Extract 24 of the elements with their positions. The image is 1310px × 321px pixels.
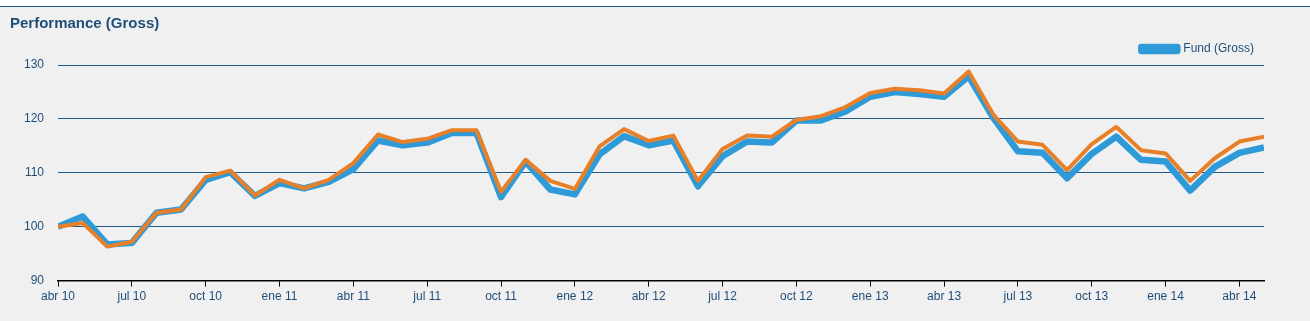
x-tick-label: oct 11 bbox=[485, 289, 518, 304]
y-tick-label: 110 bbox=[24, 165, 45, 180]
y-tick-label: 90 bbox=[30, 272, 45, 287]
x-tick-label: oct 10 bbox=[189, 289, 223, 304]
y-tick-label: 120 bbox=[23, 111, 45, 126]
x-tick-label: abr 14 bbox=[1222, 289, 1257, 304]
x-tick-label: abr 12 bbox=[631, 289, 667, 304]
x-tick-label: ene 14 bbox=[1147, 289, 1185, 304]
x-tick-label: jul 13 bbox=[1002, 289, 1033, 304]
x-tick-label: oct 13 bbox=[1075, 289, 1109, 304]
x-tick-label: abr 10 bbox=[41, 289, 76, 304]
chart-title: Performance (Gross) bbox=[10, 14, 160, 32]
x-tick-label: ene 11 bbox=[261, 289, 298, 304]
x-tick-label: abr 11 bbox=[336, 289, 371, 304]
y-tick-label: 130 bbox=[23, 57, 45, 72]
x-tick-label: jul 11 bbox=[412, 289, 442, 304]
x-tick-label: jul 10 bbox=[116, 289, 147, 304]
x-tick-label: oct 12 bbox=[780, 289, 814, 304]
x-tick-label: ene 12 bbox=[556, 289, 594, 304]
x-tick-label: abr 13 bbox=[927, 289, 962, 304]
y-tick-label: 100 bbox=[23, 219, 45, 234]
x-tick-label: ene 13 bbox=[851, 289, 889, 304]
x-tick-label: jul 12 bbox=[707, 289, 738, 304]
legend-label: Fund (Gross) bbox=[1183, 41, 1255, 56]
